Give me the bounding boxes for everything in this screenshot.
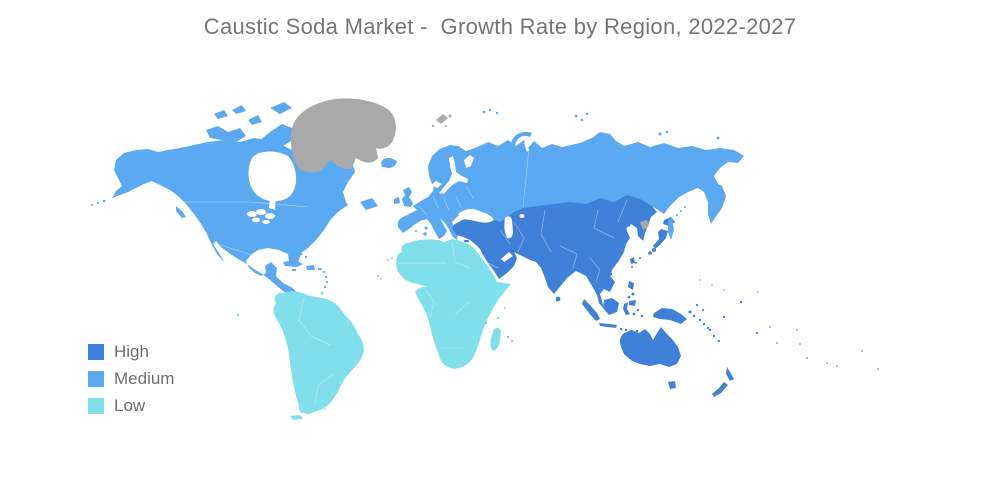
region-asia-high [452,195,657,309]
region-java [599,323,617,328]
legend-item-low: Low [88,396,174,415]
water-overlays [213,141,703,262]
chart-title: Caustic Soda Market - Growth Rate by Reg… [203,14,797,39]
region-sumatra [582,299,600,321]
legend-item-high: High [88,342,174,361]
white-sea [464,155,474,168]
legend: High Medium Low [88,342,175,425]
region-ireland [394,197,400,204]
great-lakes [247,209,275,224]
region-madagascar [490,327,501,351]
baltic-sea [439,156,468,194]
legend-label-medium: Medium [114,369,175,388]
region-iceland [381,157,397,168]
region-sakhalin-kurils [668,206,686,240]
persian-gulf [501,252,513,262]
country-borders [157,148,628,405]
sea-of-okhotsk [673,194,703,226]
james-bay [269,196,276,210]
region-tasmania [668,381,676,389]
small-islands-gray [377,259,879,370]
ob-gulf [524,141,529,152]
region-taiwan [630,257,635,264]
region-south-america [236,291,364,420]
region-united-kingdom [402,187,413,207]
black-sea [458,208,494,223]
legend-swatch-low [88,398,104,414]
region-novaya-zemlya [510,131,532,150]
region-caribbean [283,252,329,289]
skagerrak [431,181,442,188]
region-philippines [628,281,634,290]
legend-label-low: Low [114,396,146,415]
aral-sea [519,214,525,218]
caspian-sea [504,216,513,239]
legend-swatch-medium [88,371,104,387]
region-southeast-asia-islands [582,281,710,333]
region-north-korea [640,220,649,230]
bohai-sea [626,226,632,232]
region-greenland [290,98,396,173]
region-new-guinea [653,308,687,324]
region-new-zealand [695,300,759,397]
region-africa [391,239,511,369]
gulf-of-california [213,241,228,261]
region-sri-lanka [555,296,561,302]
legend-swatch-high [88,344,104,360]
region-borneo [603,298,619,315]
region-australia [620,327,681,389]
hudson-bay [248,151,297,202]
legend-label-high: High [114,342,149,361]
region-sulawesi [623,302,630,315]
legend-item-medium: Medium [88,369,175,388]
region-svalbard [431,114,452,128]
